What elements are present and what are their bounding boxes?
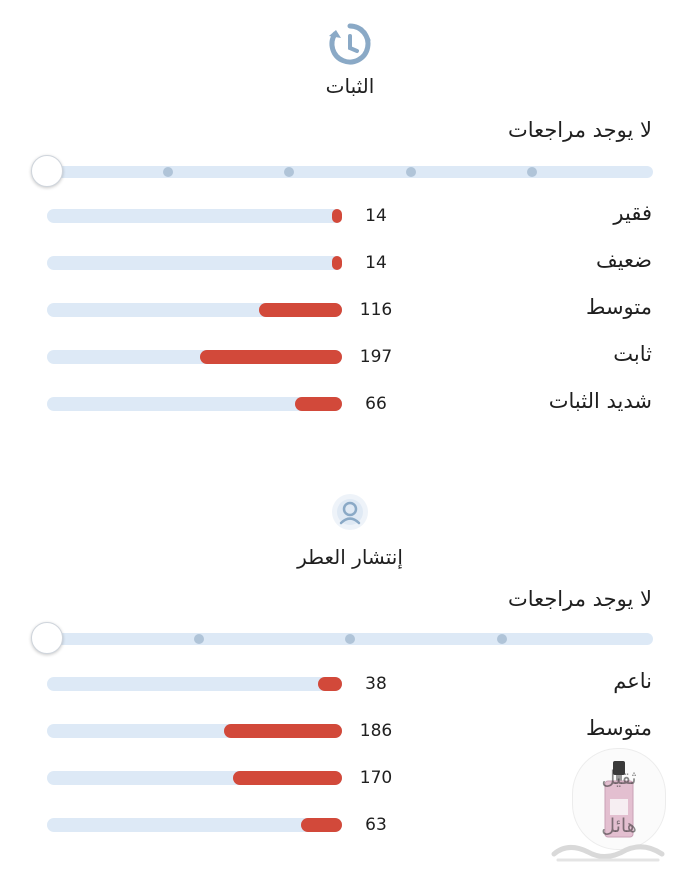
rating-label: ناعم: [613, 669, 652, 693]
rating-count: 66: [365, 394, 387, 414]
rating-label: شديد الثبات: [548, 389, 652, 413]
rating-count: 170: [359, 768, 393, 788]
person-aura-icon: [332, 494, 368, 530]
rating-label: متوسط: [586, 295, 652, 319]
rating-label: ضعيف: [595, 248, 652, 272]
watermark-text: ثقيل: [601, 767, 637, 789]
rating-row-enormous: 63: [0, 806, 700, 846]
sillage-rating-slider[interactable]: [31, 622, 653, 654]
slider-stop[interactable]: [405, 167, 416, 177]
slider-stop[interactable]: [345, 634, 355, 644]
section-title: الثبات: [325, 74, 375, 98]
rating-label: فقير: [613, 201, 652, 225]
review-status: لا يوجد مراجعات: [508, 587, 652, 611]
rating-row-moderate: 116 متوسط: [0, 291, 700, 331]
rating-bar: [47, 303, 342, 317]
slider-thumb[interactable]: [31, 622, 63, 654]
rating-row-moderate: 186 متوسط: [0, 712, 700, 752]
slider-stop[interactable]: [284, 167, 295, 177]
rating-row-heavy: 170: [0, 759, 700, 799]
rating-count: 63: [365, 815, 387, 835]
haraj-logo: [551, 844, 665, 862]
rating-count: 186: [359, 721, 393, 741]
rating-bar-fill: [331, 209, 342, 223]
rating-count: 116: [359, 300, 393, 320]
rating-bar: [47, 818, 342, 832]
rating-label: ثابت: [613, 342, 652, 366]
slider-stop[interactable]: [163, 167, 174, 177]
perfume-bottle-icon: [604, 761, 634, 838]
rating-bar: [47, 209, 342, 223]
rating-bar-fill: [200, 350, 342, 364]
clock-refresh-icon: [329, 23, 371, 65]
longevity-rating-slider[interactable]: [31, 155, 653, 187]
review-status: لا يوجد مراجعات: [508, 118, 652, 142]
rating-row-long-lasting: 197 ثابت: [0, 338, 700, 378]
rating-count: 38: [365, 674, 387, 694]
rating-bar-fill: [224, 724, 342, 738]
section-title: إنتشار العطر: [297, 545, 403, 569]
rating-bar: [47, 397, 342, 411]
rating-bar: [47, 771, 342, 785]
slider-stop[interactable]: [496, 634, 507, 644]
rating-row-poor: 14 فقير: [0, 197, 700, 237]
rating-bar-fill: [300, 818, 342, 832]
slider-stop[interactable]: [193, 634, 204, 644]
slider-thumb[interactable]: [31, 155, 63, 187]
rating-bar: [47, 256, 342, 270]
rating-count: 197: [359, 347, 393, 367]
rating-bar: [47, 677, 342, 691]
rating-bar-fill: [318, 677, 342, 691]
rating-row-very-long-lasting: 66 شديد الثبات: [0, 385, 700, 425]
rating-label: متوسط: [586, 716, 652, 740]
rating-bar-fill: [259, 303, 342, 317]
rating-bar-fill: [232, 771, 342, 785]
rating-bar-fill: [331, 256, 342, 270]
rating-bar: [47, 350, 342, 364]
rating-bar-fill: [294, 397, 342, 411]
slider-stop[interactable]: [526, 167, 537, 177]
perfume-watermark: ثقيل هائل: [572, 748, 666, 850]
rating-count: 14: [365, 253, 387, 273]
rating-count: 14: [365, 206, 387, 226]
watermark-text: هائل: [601, 815, 637, 837]
rating-bar: [47, 724, 342, 738]
rating-row-soft: 38 ناعم: [0, 665, 700, 705]
rating-row-weak: 14 ضعيف: [0, 244, 700, 284]
